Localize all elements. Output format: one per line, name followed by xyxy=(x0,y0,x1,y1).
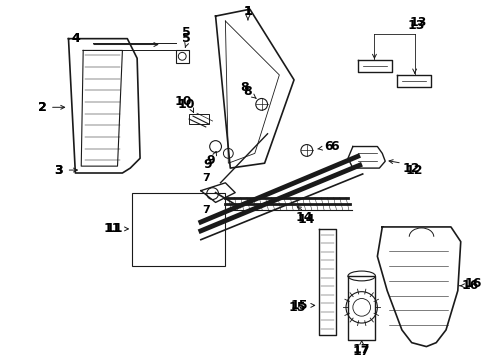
Text: 15: 15 xyxy=(290,299,308,312)
Bar xyxy=(132,193,225,266)
Text: 16: 16 xyxy=(462,279,479,292)
Text: 7: 7 xyxy=(202,205,210,215)
Text: 2: 2 xyxy=(38,101,47,114)
Text: 17: 17 xyxy=(353,343,370,356)
Circle shape xyxy=(178,53,186,60)
Text: 8: 8 xyxy=(244,85,252,98)
Circle shape xyxy=(207,188,219,199)
Circle shape xyxy=(256,99,268,110)
Text: 1: 1 xyxy=(244,5,252,18)
Text: 10: 10 xyxy=(177,98,195,111)
Text: 1: 1 xyxy=(244,5,252,18)
Text: 6: 6 xyxy=(324,140,333,153)
Bar xyxy=(189,114,209,124)
Text: 16: 16 xyxy=(465,277,482,290)
Text: 4: 4 xyxy=(71,32,80,45)
Text: 14: 14 xyxy=(298,213,316,226)
Text: 5: 5 xyxy=(182,26,191,39)
Text: 3: 3 xyxy=(54,163,63,176)
Text: 11: 11 xyxy=(104,222,122,235)
Text: 10: 10 xyxy=(174,95,192,108)
Circle shape xyxy=(346,292,377,323)
Text: 6: 6 xyxy=(330,140,339,153)
Text: 8: 8 xyxy=(241,81,249,94)
Text: 5: 5 xyxy=(182,32,191,45)
Text: 4: 4 xyxy=(71,32,80,45)
Circle shape xyxy=(301,145,313,156)
Text: 3: 3 xyxy=(54,163,63,176)
Text: 9: 9 xyxy=(206,154,215,167)
Text: 7: 7 xyxy=(202,173,210,183)
Text: 14: 14 xyxy=(295,211,313,224)
Text: 9: 9 xyxy=(203,158,212,171)
Text: 13: 13 xyxy=(410,17,427,30)
Ellipse shape xyxy=(348,271,375,281)
Text: 13: 13 xyxy=(408,19,425,32)
Circle shape xyxy=(223,148,233,158)
Text: 17: 17 xyxy=(353,345,370,358)
Text: 12: 12 xyxy=(403,162,420,175)
Circle shape xyxy=(210,141,221,152)
Circle shape xyxy=(353,298,370,316)
Text: 2: 2 xyxy=(38,101,47,114)
Text: 11: 11 xyxy=(106,222,123,235)
Bar xyxy=(176,50,189,63)
Text: 15: 15 xyxy=(288,301,306,314)
Text: 12: 12 xyxy=(406,163,423,176)
